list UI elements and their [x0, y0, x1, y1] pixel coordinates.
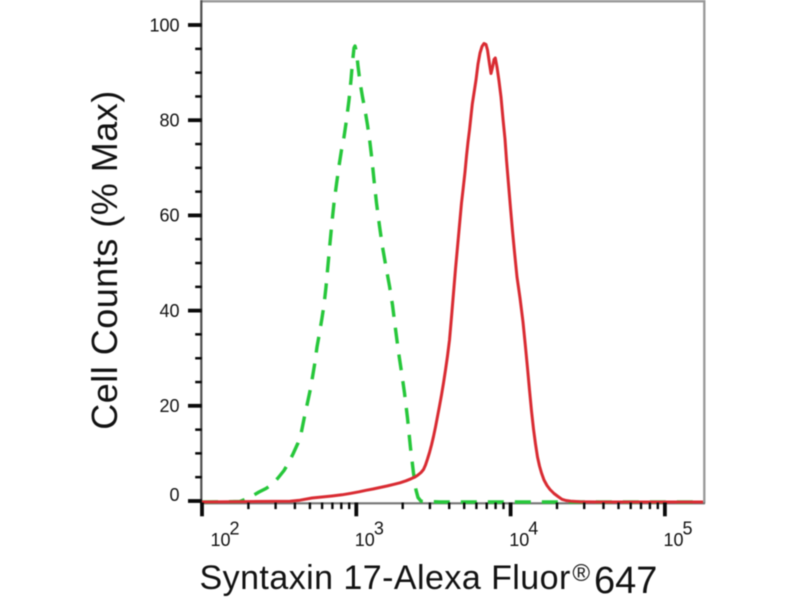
svg-text:100: 100 — [149, 15, 179, 35]
svg-text:Cell Counts (% Max): Cell Counts (% Max) — [84, 90, 125, 430]
svg-text:60: 60 — [159, 206, 179, 226]
svg-text:40: 40 — [159, 301, 179, 321]
svg-text:20: 20 — [159, 396, 179, 416]
svg-text:0: 0 — [169, 485, 179, 505]
svg-text:80: 80 — [159, 111, 179, 131]
